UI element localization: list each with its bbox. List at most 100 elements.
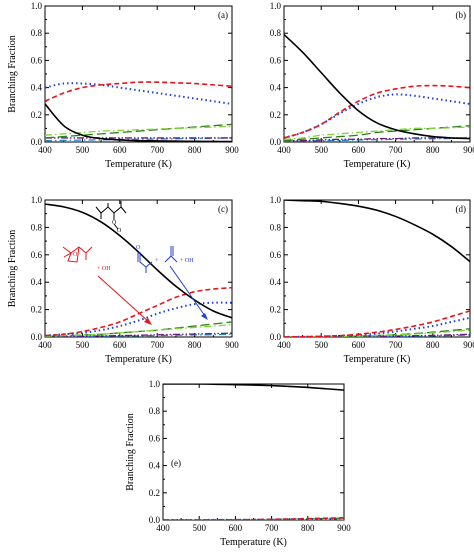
series-line-4 xyxy=(284,125,470,142)
y-tick-label: 0.0 xyxy=(149,515,161,525)
x-axis-label: Temperature (K) xyxy=(105,159,172,170)
y-tick-label: 0.6 xyxy=(31,55,43,65)
y-axis-label: Branching Fraction xyxy=(7,230,18,307)
y-tick-label: 1.0 xyxy=(270,195,282,205)
series-line-2 xyxy=(45,82,232,105)
oxygen-atom-label: O xyxy=(112,220,117,226)
x-tick-label: 700 xyxy=(150,340,164,350)
peroxy-skeleton xyxy=(95,206,127,214)
x-tick-label: 400 xyxy=(156,523,170,533)
x-tick-label: 900 xyxy=(225,340,239,350)
series-line-5 xyxy=(284,137,470,142)
x-tick-label: 600 xyxy=(352,145,366,155)
y-tick-label: 0.8 xyxy=(149,406,161,416)
y-tick-label: 1.0 xyxy=(31,1,43,11)
y-tick-label: 0.8 xyxy=(31,222,43,232)
series-line-2 xyxy=(45,301,232,337)
x-tick-label: 900 xyxy=(337,523,351,533)
series-line-6 xyxy=(284,137,470,142)
series-line-0 xyxy=(163,384,344,391)
x-tick-label: 500 xyxy=(76,145,90,155)
y-tick-label: 0.2 xyxy=(270,305,281,315)
y-tick-label: 0.0 xyxy=(270,332,282,342)
panel-label: (b) xyxy=(456,10,467,20)
x-tick-label: 600 xyxy=(229,523,243,533)
y-tick-label: 1.0 xyxy=(149,379,161,389)
series-line-0 xyxy=(45,103,232,142)
y-axis-label: Branching Fraction xyxy=(125,413,136,490)
series-group xyxy=(163,384,344,520)
y-tick-label: 0.4 xyxy=(270,83,282,93)
y-tick-label: 0.0 xyxy=(31,137,43,147)
series-line-1 xyxy=(284,84,470,139)
cyclic-ether-chain xyxy=(62,246,93,254)
ether-oxygen-label: O xyxy=(73,252,78,258)
series-line-6 xyxy=(45,137,232,142)
x-tick-label: 600 xyxy=(113,145,127,155)
red-arrow-shaft xyxy=(97,275,150,323)
x-tick-label: 700 xyxy=(389,340,403,350)
alkene-chain xyxy=(164,255,178,263)
x-tick-label: 800 xyxy=(301,523,315,533)
x-tick-label: 500 xyxy=(314,145,328,155)
x-tick-label: 400 xyxy=(38,340,52,350)
x-tick-label: 900 xyxy=(225,145,239,155)
y-tick-label: 0.8 xyxy=(270,28,282,38)
x-axis-label: Temperature (K) xyxy=(105,354,172,365)
annotation-plus-oh-red: + OH xyxy=(97,266,111,272)
x-tick-label: 900 xyxy=(463,340,474,350)
x-tick-label: 800 xyxy=(426,340,440,350)
aldehyde-chain xyxy=(139,252,153,268)
y-tick-label: 0.6 xyxy=(270,55,282,65)
panel-label: (d) xyxy=(456,204,467,214)
series-group xyxy=(284,200,470,337)
x-tick-label: 400 xyxy=(277,340,291,350)
x-tick-label: 500 xyxy=(314,340,328,350)
x-axis-label: Temperature (K) xyxy=(344,354,411,365)
y-tick-label: 0.8 xyxy=(31,28,43,38)
series-group xyxy=(45,81,232,142)
y-tick-label: 0.6 xyxy=(149,433,161,443)
series-line-2 xyxy=(284,316,470,337)
y-tick-label: 0.6 xyxy=(31,250,43,260)
series-group xyxy=(284,33,470,142)
red-arrow-head xyxy=(144,318,152,325)
series-line-1 xyxy=(284,310,470,337)
panel-label: (e) xyxy=(171,458,181,468)
series-line-1 xyxy=(45,286,232,337)
x-tick-label: 600 xyxy=(113,340,127,350)
plot-frame xyxy=(162,383,345,521)
series-line-5 xyxy=(45,332,232,337)
panel-label: (a) xyxy=(218,10,228,20)
plot-frame xyxy=(44,5,233,143)
x-tick-label: 500 xyxy=(192,523,206,533)
series-line-1 xyxy=(45,81,232,102)
y-tick-label: 0.2 xyxy=(31,110,42,120)
y-tick-label: 0.0 xyxy=(31,332,43,342)
x-tick-label: 400 xyxy=(277,145,291,155)
series-line-0 xyxy=(284,200,470,263)
oxygen-atom-label: O xyxy=(117,228,122,234)
annotation-plus-blue: + xyxy=(155,258,159,264)
panel-b: 400 500 600 700 800 900 0.0 0.2 0.4 0.6 0.8 1.0 Temp… xyxy=(270,1,474,170)
plot-frame xyxy=(283,199,471,338)
x-tick-label: 400 xyxy=(38,145,52,155)
annotation-plus-oh-blue: + OH xyxy=(180,258,194,264)
y-tick-label: 0.4 xyxy=(31,277,43,287)
y-tick-label: 0.4 xyxy=(149,461,161,471)
panel-e: 400 500 600 700 800 900 0.0 0.2 0.4 0.6 0.8 1.0 Temp… xyxy=(125,379,351,548)
y-tick-label: 1.0 xyxy=(270,1,282,11)
series-line-5 xyxy=(284,333,470,337)
cyclic-ether-ring xyxy=(67,246,80,263)
y-axis-label: Branching Fraction xyxy=(7,35,18,112)
y-tick-label: 0.4 xyxy=(270,277,282,287)
x-tick-label: 800 xyxy=(426,145,440,155)
y-tick-label: 0.0 xyxy=(270,137,282,147)
x-axis-label: Temperature (K) xyxy=(220,537,287,548)
plot-frame xyxy=(283,5,471,143)
series-line-4 xyxy=(45,123,232,139)
y-tick-label: 1.0 xyxy=(31,195,43,205)
y-tick-label: 0.2 xyxy=(31,305,42,315)
series-line-0 xyxy=(284,33,470,140)
